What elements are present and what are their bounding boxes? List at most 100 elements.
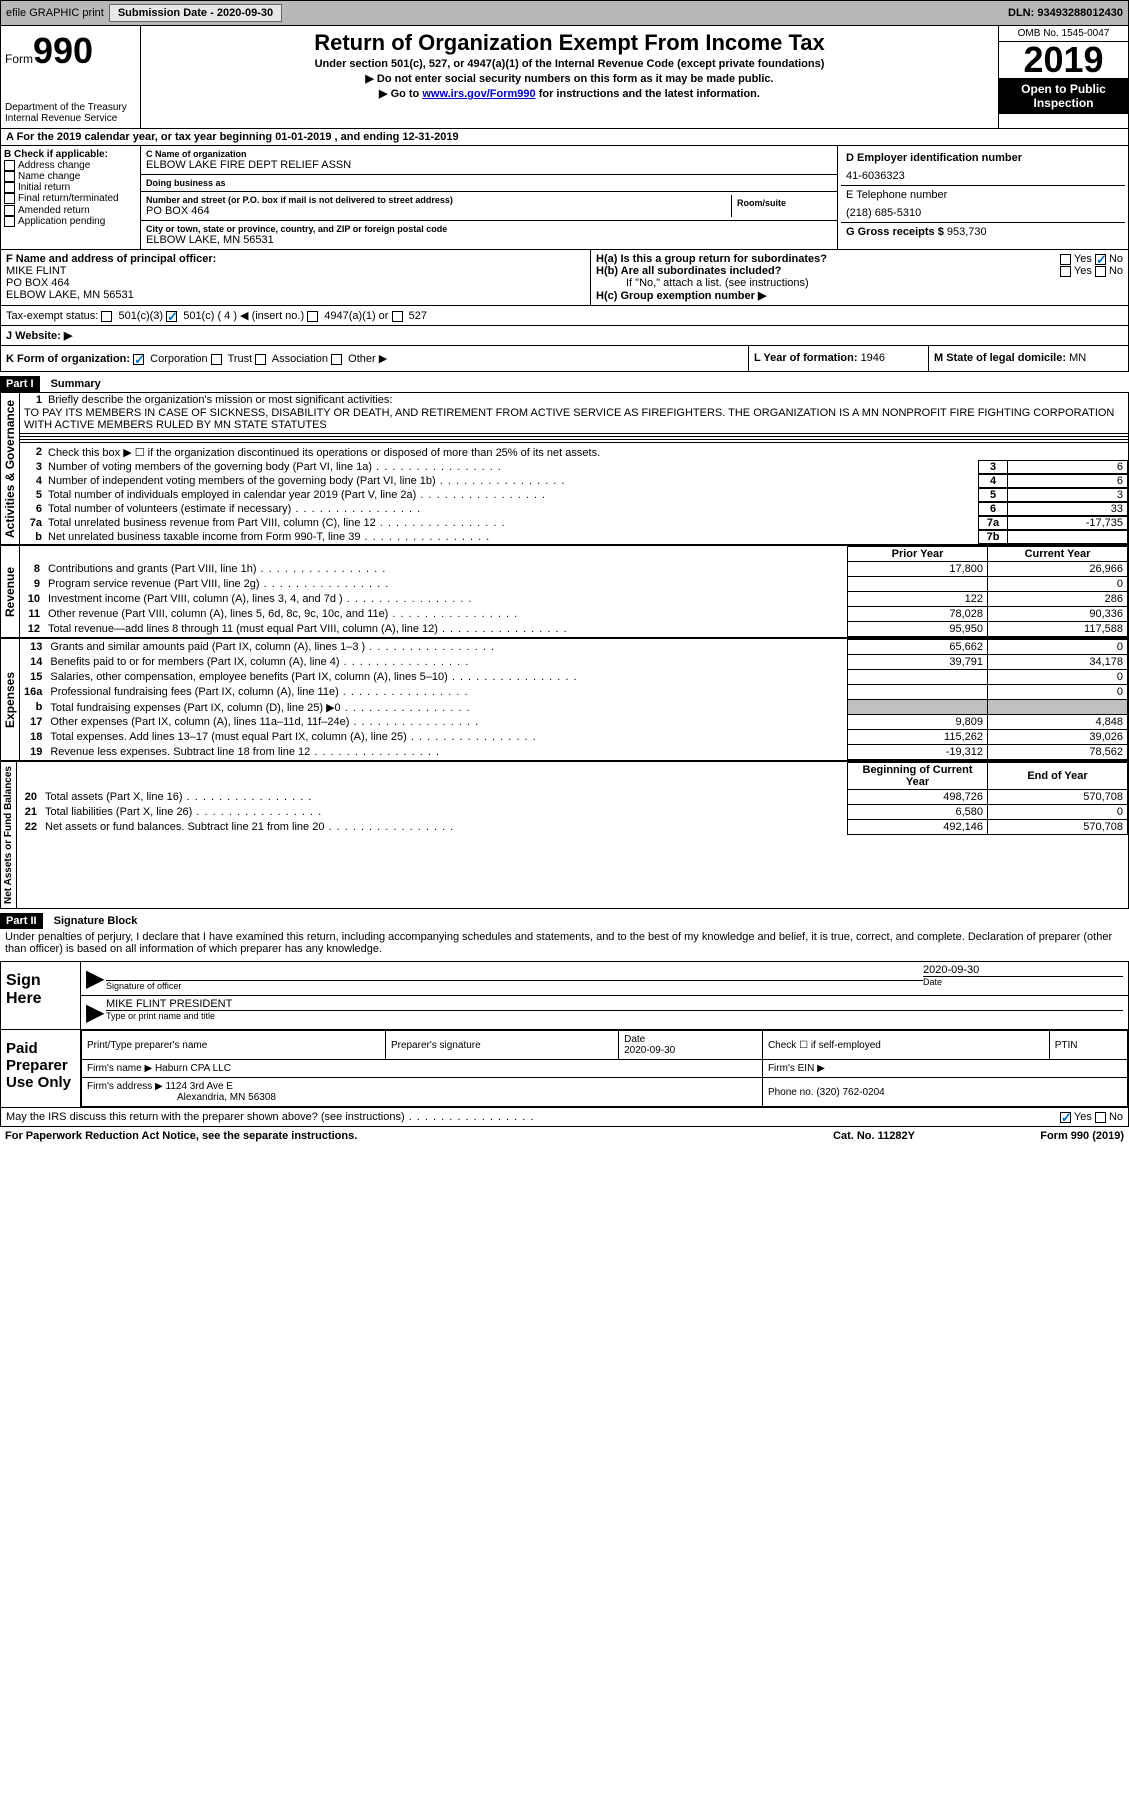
room-label: Room/suite <box>737 198 827 208</box>
check-amended[interactable]: Amended return <box>4 205 137 216</box>
revenue-container: Revenue Prior YearCurrent Year 8Contribu… <box>0 545 1129 638</box>
gov-row: 7aTotal unrelated business revenue from … <box>20 516 1128 530</box>
vert-revenue: Revenue <box>1 546 20 637</box>
firm-addr2: Alexandria, MN 56308 <box>87 1092 276 1103</box>
fin-row: 12Total revenue—add lines 8 through 11 (… <box>20 622 1128 637</box>
check-501c[interactable] <box>166 311 177 322</box>
col-prior: Prior Year <box>848 547 988 562</box>
c-name-label: C Name of organization <box>146 149 832 159</box>
irs-link[interactable]: www.irs.gov/Form990 <box>422 88 535 100</box>
officer-addr1: PO BOX 464 <box>6 277 585 289</box>
year-formation: 1946 <box>861 352 885 364</box>
officer-name-title: MIKE FLINT PRESIDENT <box>106 998 1123 1010</box>
expenses-container: Expenses 13Grants and similar amounts pa… <box>0 638 1129 761</box>
prep-date: 2020-09-30 <box>624 1045 675 1056</box>
check-527[interactable] <box>392 311 403 322</box>
phone: (218) 685-5310 <box>846 207 1120 219</box>
subtitle-2: ▶ Do not enter social security numbers o… <box>145 72 994 85</box>
check-501c3[interactable] <box>101 311 112 322</box>
part2-title: Signature Block <box>54 915 138 927</box>
fin-row: 16aProfessional fundraising fees (Part I… <box>20 685 1128 700</box>
fin-row: 19Revenue less expenses. Subtract line 1… <box>20 745 1128 760</box>
fin-row: 14Benefits paid to or for members (Part … <box>20 655 1128 670</box>
check-final[interactable]: Final return/terminated <box>4 193 137 204</box>
hb-row: H(b) Are all subordinates included? Yes … <box>596 265 1123 277</box>
fin-row: 17Other expenses (Part IX, column (A), l… <box>20 715 1128 730</box>
city-label: City or town, state or province, country… <box>146 224 832 234</box>
ptin-label: PTIN <box>1049 1031 1127 1060</box>
j-label: J Website: ▶ <box>6 330 72 342</box>
part1-header-row: Part I Summary <box>0 372 1129 392</box>
check-initial[interactable]: Initial return <box>4 182 137 193</box>
website-row: J Website: ▶ <box>0 326 1129 346</box>
gov-row: 6Total number of volunteers (estimate if… <box>20 502 1128 516</box>
subtitle-3: ▶ Go to www.irs.gov/Form990 for instruct… <box>145 87 994 100</box>
gov-row: bNet unrelated business taxable income f… <box>20 530 1128 544</box>
paperwork-notice: For Paperwork Reduction Act Notice, see … <box>5 1130 774 1142</box>
vert-netassets: Net Assets or Fund Balances <box>1 762 17 908</box>
vert-expenses: Expenses <box>1 639 20 760</box>
part2-badge: Part II <box>0 913 43 929</box>
paid-preparer-label: Paid Preparer Use Only <box>1 1030 81 1107</box>
check-name[interactable]: Name change <box>4 171 137 182</box>
dba-label: Doing business as <box>146 178 832 188</box>
check-trust[interactable] <box>211 354 222 365</box>
firm-ein: Firm's EIN ▶ <box>762 1060 1127 1078</box>
date-label: Date <box>923 976 1123 987</box>
efile-label: efile GRAPHIC print <box>6 7 104 19</box>
fin-row: 15Salaries, other compensation, employee… <box>20 670 1128 685</box>
d-label: D Employer identification number <box>846 152 1120 164</box>
submission-button[interactable]: Submission Date - 2020-09-30 <box>109 4 282 22</box>
hc-row: H(c) Group exemption number ▶ <box>596 289 1123 302</box>
col-current: Current Year <box>988 547 1128 562</box>
gross-receipts: 953,730 <box>947 226 987 238</box>
officer-addr2: ELBOW LAKE, MN 56531 <box>6 289 585 301</box>
top-bar: efile GRAPHIC print Submission Date - 20… <box>0 0 1129 26</box>
section-bcd: B Check if applicable: Address change Na… <box>0 146 1129 250</box>
netassets-container: Net Assets or Fund Balances Beginning of… <box>0 761 1129 909</box>
part1-title: Summary <box>51 378 101 390</box>
check-assoc[interactable] <box>255 354 266 365</box>
col-begin: Beginning of Current Year <box>848 763 988 790</box>
check-pending[interactable]: Application pending <box>4 216 137 227</box>
line1-label: Briefly describe the organization's miss… <box>48 394 1124 406</box>
signature-block: Sign Here ▶ Signature of officer 2020-09… <box>0 961 1129 1108</box>
f-label: F Name and address of principal officer: <box>6 253 585 265</box>
fin-row: 22Net assets or fund balances. Subtract … <box>17 820 1128 835</box>
check-address[interactable]: Address change <box>4 160 137 171</box>
fin-row: 10Investment income (Part VIII, column (… <box>20 592 1128 607</box>
sign-here-label: Sign Here <box>1 962 81 1029</box>
prep-name-label: Print/Type preparer's name <box>82 1031 386 1060</box>
part2-header-row: Part II Signature Block <box>0 909 1129 929</box>
check-4947[interactable] <box>307 311 318 322</box>
vert-activities: Activities & Governance <box>1 393 20 544</box>
subtitle-1: Under section 501(c), 527, or 4947(a)(1)… <box>145 58 994 70</box>
check-other[interactable] <box>331 354 342 365</box>
type-name-label: Type or print name and title <box>106 1010 1123 1021</box>
footer: For Paperwork Reduction Act Notice, see … <box>0 1127 1129 1145</box>
ein: 41-6036323 <box>846 170 1120 182</box>
summary-container: Activities & Governance 1Briefly describ… <box>0 392 1129 545</box>
cat-no: Cat. No. 11282Y <box>774 1130 974 1142</box>
fin-row: 13Grants and similar amounts paid (Part … <box>20 640 1128 655</box>
firm-name: Haburn CPA LLC <box>155 1063 231 1074</box>
addr-label: Number and street (or P.O. box if mail i… <box>146 195 731 205</box>
firm-addr1: 1124 3rd Ave E <box>166 1081 233 1092</box>
discuss-no[interactable] <box>1095 1112 1106 1123</box>
org-name: ELBOW LAKE FIRE DEPT RELIEF ASSN <box>146 159 832 171</box>
officer-name: MIKE FLINT <box>6 265 585 277</box>
tax-year: 2019 <box>999 42 1128 78</box>
mission-text: TO PAY ITS MEMBERS IN CASE OF SICKNESS, … <box>20 407 1128 431</box>
check-corp[interactable] <box>133 354 144 365</box>
form-header: Form990 Department of the Treasury Inter… <box>0 26 1129 129</box>
period-row: A For the 2019 calendar year, or tax yea… <box>0 129 1129 146</box>
form-title: Return of Organization Exempt From Incom… <box>145 30 994 56</box>
gov-row: 3Number of voting members of the governi… <box>20 460 1128 474</box>
fin-row: 20Total assets (Part X, line 16)498,7265… <box>17 790 1128 805</box>
b-title: B Check if applicable: <box>4 149 137 160</box>
sig-officer-label: Signature of officer <box>106 980 923 991</box>
hb-note: If "No," attach a list. (see instruction… <box>596 277 1123 289</box>
street-address: PO BOX 464 <box>146 205 731 217</box>
discuss-yes[interactable] <box>1060 1112 1071 1123</box>
dln: DLN: 93493288012430 <box>1008 7 1123 19</box>
